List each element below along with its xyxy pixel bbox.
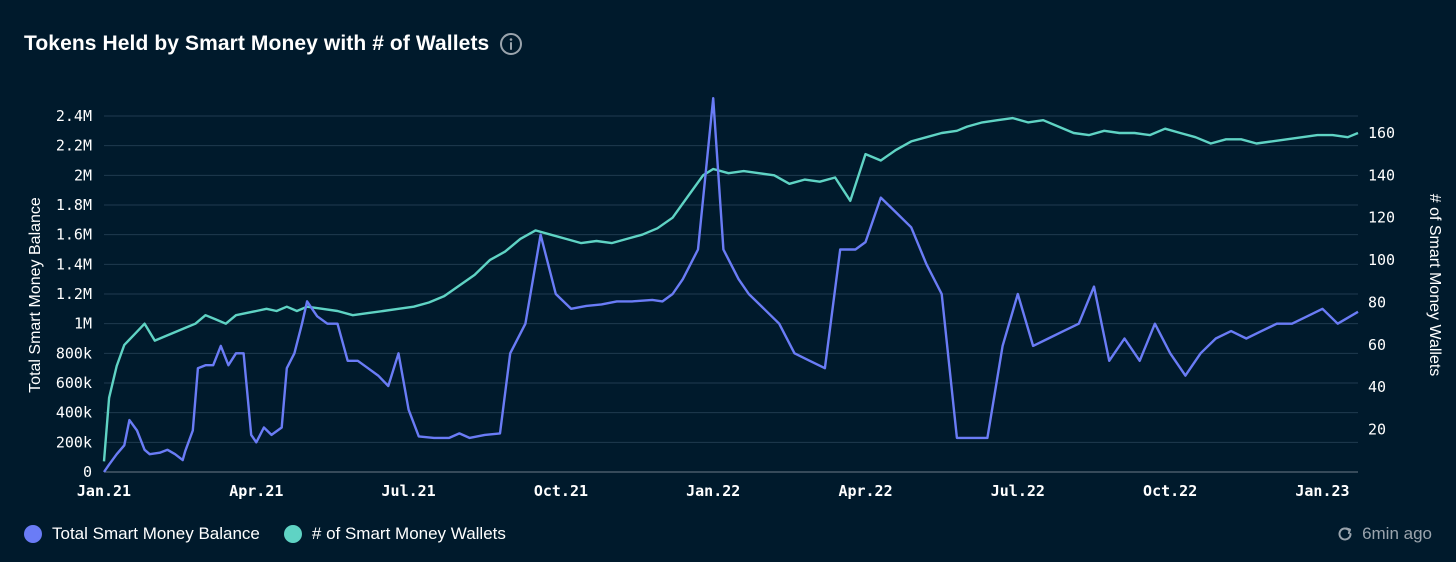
x-tick-label: Jul.22 xyxy=(991,482,1045,500)
x-tick-label: Apr.22 xyxy=(838,482,892,500)
y-tick-labels: 0 200k 400k 600k 800k 1M 1.2M 1.4M 1.6M 1.8M 2M 2.2… xyxy=(56,107,92,481)
y-tick-label: 800k xyxy=(56,344,92,362)
y2-tick-label: 80 xyxy=(1368,293,1386,311)
chart-svg: 0 200k 400k 600k 800k 1M 1.2M 1.4M 1.6M 1.8M 2M 2.2… xyxy=(27,97,1443,500)
y-tick-label: 1.4M xyxy=(56,255,92,273)
y2-tick-labels: 20 40 60 80 100 120 140 160 xyxy=(1368,124,1395,439)
x-tick-label: Jul.21 xyxy=(382,482,436,500)
y-tick-label: 1.2M xyxy=(56,285,92,303)
y-axis-label: Total Smart Money Balance xyxy=(27,197,44,393)
y-tick-label: 1M xyxy=(74,315,92,333)
x-tick-label: Jan.21 xyxy=(77,482,131,500)
y-tick-label: 0 xyxy=(83,463,92,481)
refresh-icon[interactable] xyxy=(1336,525,1354,543)
legend-item-balance[interactable]: Total Smart Money Balance xyxy=(24,524,260,544)
y-tick-label: 2M xyxy=(74,166,92,184)
legend: Total Smart Money Balance # of Smart Mon… xyxy=(24,524,506,544)
y-tick-label: 1.8M xyxy=(56,196,92,214)
x-tick-labels: Jan.21 Apr.21 Jul.21 Oct.21 Jan.22 Apr.22 Jul.… xyxy=(77,482,1350,500)
chart-title: Tokens Held by Smart Money with # of Wal… xyxy=(24,32,490,55)
y2-tick-label: 140 xyxy=(1368,166,1395,184)
y2-tick-label: 160 xyxy=(1368,124,1395,142)
series-line-balance xyxy=(103,97,1359,473)
y2-tick-label: 100 xyxy=(1368,251,1395,269)
legend-dot-wallets xyxy=(283,525,302,543)
title-row: Tokens Held by Smart Money with # of Wal… xyxy=(24,32,523,56)
legend-label-balance: Total Smart Money Balance xyxy=(52,524,260,543)
legend-item-wallets[interactable]: # of Smart Money Wallets xyxy=(283,524,506,544)
grid-lines xyxy=(104,115,1358,443)
y-tick-label: 2.4M xyxy=(56,107,92,125)
y2-tick-label: 120 xyxy=(1368,209,1395,227)
y-tick-label: 1.6M xyxy=(56,226,92,244)
info-icon[interactable] xyxy=(499,32,523,56)
x-tick-label: Jan.23 xyxy=(1295,482,1349,500)
y-tick-label: 200k xyxy=(56,433,92,451)
y-tick-label: 2.2M xyxy=(56,137,92,155)
y2-tick-label: 40 xyxy=(1368,378,1386,396)
updated-status: 6min ago xyxy=(1336,524,1432,544)
series-line-wallets xyxy=(102,116,1359,462)
legend-label-wallets: # of Smart Money Wallets xyxy=(311,524,506,543)
y2-tick-label: 60 xyxy=(1368,336,1386,354)
y2-axis-label: # of Smart Money Wallets xyxy=(1426,194,1443,377)
x-tick-label: Apr.21 xyxy=(229,482,283,500)
x-tick-label: Jan.22 xyxy=(686,482,740,500)
y-tick-label: 400k xyxy=(56,404,92,422)
updated-text: 6min ago xyxy=(1362,524,1432,543)
x-tick-label: Oct.21 xyxy=(534,482,588,500)
y2-tick-label: 20 xyxy=(1368,421,1386,439)
x-tick-label: Oct.22 xyxy=(1143,482,1197,500)
y-tick-label: 600k xyxy=(56,374,92,392)
legend-dot-balance xyxy=(24,525,42,543)
